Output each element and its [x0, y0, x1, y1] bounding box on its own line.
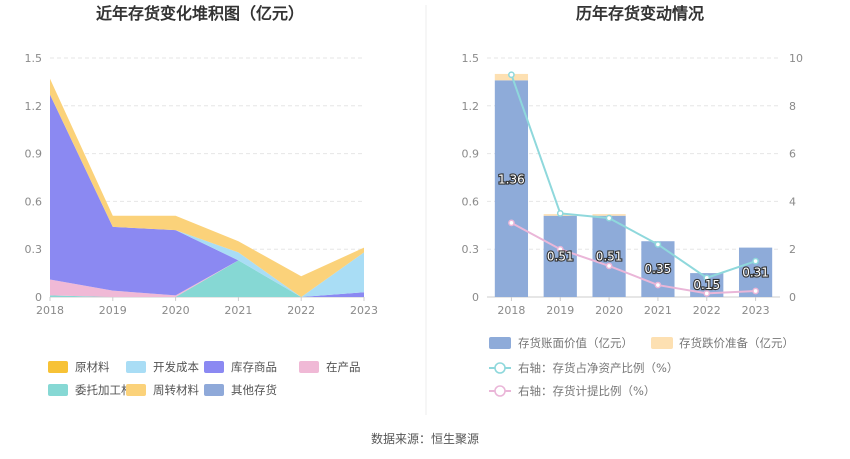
- right-x-tick-label: 2019: [546, 304, 574, 317]
- bar-data-label: 1.36: [498, 173, 525, 187]
- right-y-tick-label: 0: [472, 291, 479, 304]
- right-legend-label: 存货账面价值（亿元）: [518, 336, 633, 350]
- left-legend-swatch: [204, 384, 224, 396]
- left-legend-label: 在产品: [326, 360, 361, 374]
- area-series-1: [50, 94, 364, 297]
- left-y-tick-label: 1.5: [25, 52, 43, 65]
- line-point: [703, 274, 711, 282]
- left-x-tick-label: 2020: [162, 304, 190, 317]
- right-legend-label: 存货跌价准备（亿元）: [679, 336, 794, 350]
- left-x-tick-label: 2018: [36, 304, 64, 317]
- right-y2-tick-label: 0: [789, 291, 796, 304]
- left-legend-label: 库存商品: [231, 360, 277, 374]
- right-y-tick-label: 1.5: [462, 52, 480, 65]
- line-point: [703, 290, 711, 297]
- right-y2-tick-label: 4: [789, 195, 796, 208]
- left-x-tick-label: 2021: [224, 304, 252, 317]
- left-y-tick-label: 0: [35, 291, 42, 304]
- right-x-tick-label: 2023: [742, 304, 770, 317]
- right-y2-tick-label: 2: [789, 243, 796, 256]
- line-point: [556, 210, 564, 217]
- left-x-tick-label: 2023: [350, 304, 378, 317]
- left-legend-label: 周转材料: [153, 383, 199, 397]
- line-point: [752, 287, 759, 295]
- right-legend-label: 右轴：存货计提比例（%）: [518, 384, 655, 398]
- bar-data-label: 0.15: [693, 278, 720, 292]
- left-legend-swatch: [299, 361, 319, 373]
- line-point: [556, 245, 564, 253]
- right-y-tick-label: 0.9: [462, 148, 480, 161]
- line-point: [654, 281, 662, 289]
- source-text: 数据来源：恒生聚源: [371, 431, 479, 446]
- line-point: [605, 214, 613, 222]
- bar-book-value: [592, 215, 626, 297]
- right-legend-swatch: [651, 337, 673, 349]
- line-point: [508, 219, 515, 227]
- left-x-tick-label: 2019: [99, 304, 127, 317]
- line-point: [752, 257, 759, 265]
- right-y2-tick-label: 6: [789, 148, 796, 161]
- bar-data-label: 0.51: [547, 249, 574, 263]
- left-x-tick-label: 2022: [287, 304, 315, 317]
- left-legend-swatch: [126, 361, 146, 373]
- left-legend-label: 原材料: [75, 360, 110, 374]
- left-legend-swatch: [48, 384, 68, 396]
- right-legend-swatch: [489, 337, 511, 349]
- left-legend-label: 其他存货: [231, 383, 277, 397]
- bar-data-label: 0.51: [596, 249, 623, 263]
- right-legend-label: 右轴：存货占净资产比例（%）: [518, 361, 678, 375]
- line-series-2: [510, 74, 756, 279]
- right-y-tick-label: 0.3: [462, 243, 480, 256]
- line-point: [605, 262, 613, 270]
- right-y2-tick-label: 10: [789, 52, 803, 65]
- left-legend-swatch: [126, 384, 146, 396]
- bar-book-value: [543, 215, 577, 297]
- bar-book-value: [494, 80, 529, 297]
- left-y-tick-label: 0.9: [25, 148, 43, 161]
- left-chart-title: 近年存货变化堆积图（亿元）: [96, 4, 304, 23]
- left-legend-swatch: [48, 361, 68, 373]
- right-x-tick-label: 2020: [595, 304, 623, 317]
- right-y-tick-label: 1.2: [462, 100, 480, 113]
- area-series-2: [50, 94, 364, 297]
- right-x-tick-label: 2018: [497, 304, 525, 317]
- bar-data-label: 0.35: [645, 262, 672, 276]
- line-point: [654, 241, 662, 248]
- left-y-tick-label: 0.6: [25, 195, 43, 208]
- right-bar-line-chart: 0 0.3 0.6 0.9 1.2 1.5 0 2 4 6 8 10 2018 2019 2020 2021 2…: [462, 52, 804, 398]
- line-point: [508, 71, 515, 79]
- left-legend-label: 开发成本: [153, 360, 199, 374]
- right-x-tick-label: 2021: [644, 304, 672, 317]
- right-chart-title: 历年存货变动情况: [576, 4, 704, 23]
- right-legend-marker: [494, 385, 506, 397]
- left-y-tick-label: 1.2: [25, 100, 43, 113]
- area-series-3: [50, 260, 364, 297]
- right-legend-marker: [494, 362, 506, 374]
- line-series-3: [510, 222, 756, 295]
- right-y2-tick-label: 8: [789, 100, 796, 113]
- left-legend-swatch: [204, 361, 224, 373]
- left-y-tick-label: 0.3: [25, 243, 43, 256]
- right-y-tick-label: 0.6: [462, 195, 480, 208]
- right-x-tick-label: 2022: [693, 304, 721, 317]
- bar-data-label: 0.31: [742, 265, 769, 279]
- left-stacked-area-chart: 0 0.3 0.6 0.9 1.2 1.5 2018 2019 2020 2021 2022 2023…: [25, 52, 379, 397]
